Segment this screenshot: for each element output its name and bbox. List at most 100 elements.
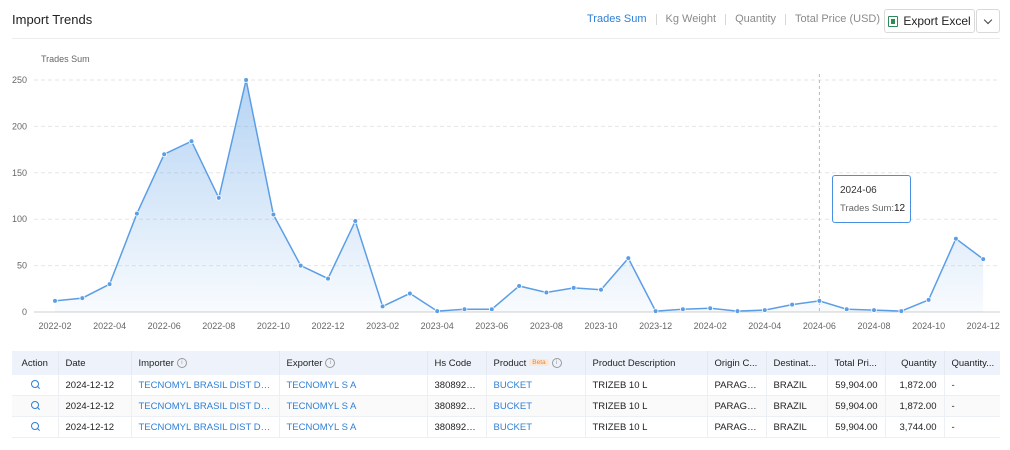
cell-importer[interactable]: TECNOMYL BRASIL DIST DE PRO...: [130, 395, 279, 417]
search-icon[interactable]: [30, 421, 39, 430]
data-point[interactable]: [270, 211, 277, 218]
info-icon[interactable]: i: [325, 357, 336, 368]
data-point[interactable]: [652, 308, 659, 314]
data-point[interactable]: [243, 77, 249, 83]
search-icon[interactable]: [30, 400, 39, 409]
cell-date: 2024-12-12: [57, 375, 131, 396]
search-icon[interactable]: [30, 379, 39, 388]
data-point[interactable]: [625, 255, 632, 261]
data-point[interactable]: [79, 295, 86, 301]
data-point[interactable]: [297, 262, 304, 269]
tab-kg-weight[interactable]: Kg Weight: [665, 13, 717, 25]
data-point[interactable]: [707, 305, 713, 312]
cell-importer[interactable]: TECNOMYL BRASIL DIST DE PRO...: [130, 416, 279, 438]
data-point[interactable]: [843, 306, 850, 313]
y-axis-label: Trades Sum: [41, 54, 90, 64]
data-point[interactable]: [816, 298, 823, 304]
x-tick-label: 2024-04: [748, 321, 781, 331]
data-point[interactable]: [134, 210, 140, 217]
column-header-exporter[interactable]: Exporter i: [278, 351, 427, 375]
column-header-product[interactable]: Product Beta i: [485, 351, 585, 375]
tab-trades-sum[interactable]: Trades Sum: [587, 13, 647, 25]
cell-exporter[interactable]: TECNOMYL S A: [278, 416, 427, 438]
data-point[interactable]: [106, 281, 113, 287]
column-header[interactable]: Total Pri...: [826, 351, 885, 375]
y-tick-labels: 0 50 100 150 200 250: [12, 75, 27, 317]
cell-date: 2024-12-12: [57, 416, 131, 438]
data-point[interactable]: [434, 308, 441, 314]
cell-product[interactable]: BUCKET: [485, 395, 585, 417]
view-action[interactable]: [12, 395, 58, 417]
x-tick-label: 2022-12: [311, 321, 344, 331]
data-point[interactable]: [734, 308, 741, 314]
chevron-down-icon: [983, 15, 993, 24]
column-header[interactable]: Product Description: [584, 351, 707, 375]
column-header-label: Importer: [138, 357, 174, 369]
data-point[interactable]: [161, 151, 168, 158]
cell-product[interactable]: BUCKET: [485, 416, 585, 438]
tab-total-price[interactable]: Total Price (USD): [795, 13, 881, 25]
column-header-importer[interactable]: Importer i: [130, 351, 279, 375]
x-tick-label: 2022-08: [202, 321, 235, 331]
x-tick-label: 2023-12: [639, 321, 672, 331]
data-point[interactable]: [761, 307, 768, 313]
view-action[interactable]: [12, 416, 58, 438]
data-point[interactable]: [980, 256, 986, 262]
column-header: Action: [12, 351, 58, 375]
data-point[interactable]: [461, 306, 468, 313]
cell-hs-code: 38089293...: [426, 395, 486, 417]
data-point[interactable]: [953, 235, 959, 242]
table-row: 2024-12-12 TECNOMYL BRASIL DIST DE PRO..…: [12, 416, 1000, 438]
export-excel-button[interactable]: Export Excel: [884, 9, 975, 33]
data-point[interactable]: [516, 283, 522, 289]
data-point[interactable]: [352, 218, 359, 224]
column-header[interactable]: Hs Code: [426, 351, 486, 375]
x-tick-label: 2024-02: [694, 321, 727, 331]
cell-quantity-unit: -: [943, 416, 1000, 438]
data-point[interactable]: [379, 303, 386, 310]
page-title: Import Trends: [12, 12, 93, 27]
info-icon[interactable]: i: [176, 357, 187, 368]
y-tick-label: 0: [22, 307, 27, 317]
data-point[interactable]: [789, 301, 795, 308]
column-header[interactable]: Destinat...: [765, 351, 827, 375]
column-header[interactable]: Quantity: [884, 351, 944, 375]
x-tick-label: 2023-10: [584, 321, 617, 331]
column-header[interactable]: Origin C...: [706, 351, 766, 375]
y-tick-label: 150: [12, 168, 27, 178]
cell-exporter[interactable]: TECNOMYL S A: [278, 395, 427, 417]
cell-importer[interactable]: TECNOMYL BRASIL DIST DE PRO...: [130, 375, 279, 396]
column-header[interactable]: Quantity...: [943, 351, 1000, 375]
tooltip-label: Trades Sum:: [840, 203, 895, 214]
x-tick-label: 2024-06: [803, 321, 836, 331]
y-tick-label: 250: [12, 75, 27, 85]
x-tick-label: 2024-10: [912, 321, 945, 331]
data-point[interactable]: [216, 195, 222, 201]
tab-quantity[interactable]: Quantity: [735, 13, 777, 25]
data-point[interactable]: [871, 307, 877, 313]
data-point[interactable]: [898, 308, 905, 314]
info-icon[interactable]: i: [551, 357, 562, 368]
data-point[interactable]: [570, 285, 577, 291]
x-tick-labels: 2022-02 2022-04 2022-06 2022-08 2022-10 2022-…: [38, 321, 999, 331]
cell-origin: PARAGUAY: [706, 375, 766, 396]
data-point[interactable]: [925, 297, 932, 303]
column-header[interactable]: Date: [57, 351, 131, 375]
cell-total-price: 59,904.00: [826, 416, 885, 438]
data-point[interactable]: [407, 290, 413, 297]
data-point[interactable]: [325, 275, 331, 282]
data-point[interactable]: [52, 298, 58, 304]
data-point[interactable]: [598, 286, 604, 293]
header-divider: [12, 38, 1000, 39]
cell-product[interactable]: BUCKET: [485, 375, 585, 396]
cell-exporter[interactable]: TECNOMYL S A: [278, 375, 427, 396]
data-point[interactable]: [188, 138, 195, 145]
export-dropdown-button[interactable]: [976, 9, 1000, 33]
tab-divider: [785, 13, 787, 25]
view-action[interactable]: [12, 375, 58, 396]
data-point[interactable]: [680, 306, 686, 313]
tab-divider: [655, 13, 657, 25]
data-point[interactable]: [488, 306, 495, 313]
data-point[interactable]: [543, 289, 550, 296]
